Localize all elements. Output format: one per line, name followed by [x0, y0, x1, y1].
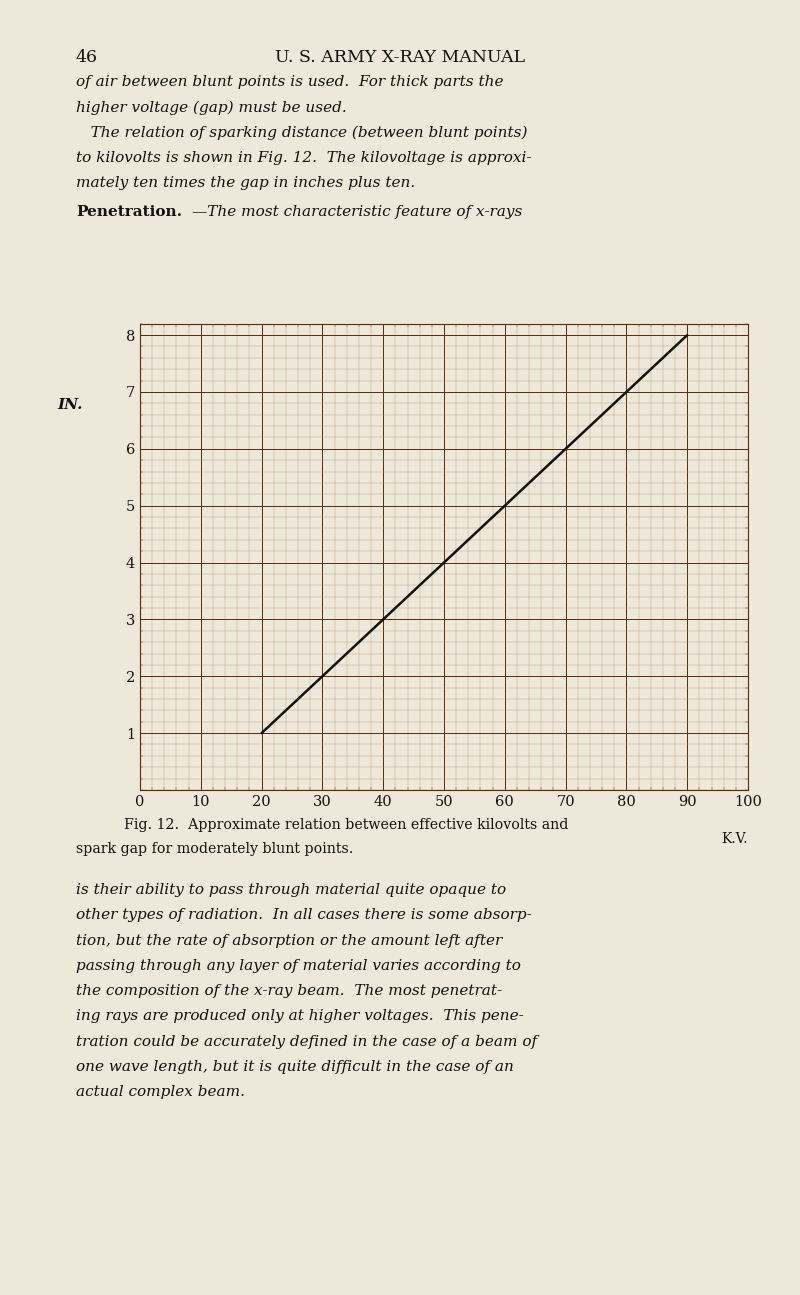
Text: The relation of sparking distance (between blunt points): The relation of sparking distance (betwe… [76, 126, 527, 140]
Text: other types of radiation.  In all cases there is some absorp-: other types of radiation. In all cases t… [76, 909, 532, 922]
Text: U. S. ARMY X-RAY MANUAL: U. S. ARMY X-RAY MANUAL [275, 49, 525, 66]
Text: Fig. 12.  Approximate relation between effective kilovolts and: Fig. 12. Approximate relation between ef… [124, 818, 568, 833]
Text: ing rays are produced only at higher voltages.  This pene-: ing rays are produced only at higher vol… [76, 1010, 524, 1023]
Text: tion, but the rate of absorption or the amount left after: tion, but the rate of absorption or the … [76, 934, 502, 948]
Text: actual complex beam.: actual complex beam. [76, 1085, 245, 1099]
Text: K.V.: K.V. [722, 831, 748, 846]
Text: higher voltage (gap) must be used.: higher voltage (gap) must be used. [76, 101, 346, 115]
Text: Penetration.: Penetration. [76, 206, 182, 219]
Text: 46: 46 [76, 49, 98, 66]
Text: to kilovolts is shown in Fig. 12.  The kilovoltage is approxi-: to kilovolts is shown in Fig. 12. The ki… [76, 152, 531, 164]
Text: spark gap for moderately blunt points.: spark gap for moderately blunt points. [76, 843, 354, 856]
Text: IN.: IN. [58, 398, 82, 412]
Text: of air between blunt points is used.  For thick parts the: of air between blunt points is used. For… [76, 75, 503, 89]
Text: is their ability to pass through material quite opaque to: is their ability to pass through materia… [76, 883, 506, 897]
Text: tration could be accurately defined in the case of a beam of: tration could be accurately defined in t… [76, 1035, 537, 1049]
Text: mately ten times the gap in inches plus ten.: mately ten times the gap in inches plus … [76, 176, 415, 190]
Text: one wave length, but it is quite difficult in the case of an: one wave length, but it is quite difficu… [76, 1061, 514, 1074]
Text: the composition of the x-ray beam.  The most penetrat-: the composition of the x-ray beam. The m… [76, 984, 502, 998]
Text: passing through any layer of material varies according to: passing through any layer of material va… [76, 960, 521, 973]
Text: —The most characteristic feature of x-rays: —The most characteristic feature of x-ra… [192, 206, 522, 219]
